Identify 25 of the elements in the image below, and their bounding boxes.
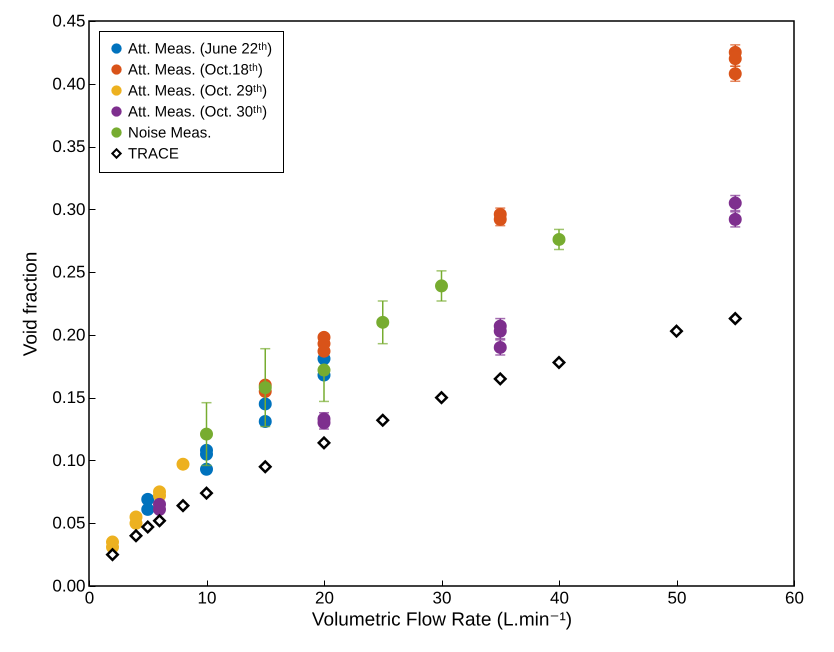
x-tick-label: 10: [198, 588, 216, 608]
y-tick-label: 0.35: [52, 137, 86, 156]
x-tick-label: 0: [84, 588, 94, 608]
legend-label: Noise Meas.: [128, 124, 212, 142]
y-tick-label: 0.40: [52, 74, 86, 94]
legend-label: Att. Meas. (June 22ᵗʰ): [128, 40, 272, 58]
y-tick-label: 0.00: [52, 576, 86, 596]
y-tick-label: 0.45: [52, 12, 86, 30]
x-tick-label: 30: [432, 588, 452, 608]
legend-label: TRACE: [128, 146, 179, 162]
x-tick-label: 50: [668, 588, 686, 608]
x-tick-label: 40: [550, 588, 569, 608]
y-axis-title: Void fraction: [20, 252, 42, 356]
x-tick-label: 60: [785, 588, 804, 608]
y-tick-label: 0.25: [52, 262, 86, 282]
y-tick-label: 0.15: [52, 388, 86, 408]
y-tick-label: 0.30: [52, 200, 86, 219]
legend-label: Att. Meas. (Oct.18ᵗʰ): [128, 62, 263, 78]
legend-label: Att. Meas. (Oct. 30ᵗʰ): [128, 104, 268, 120]
x-axis-title: Volumetric Flow Rate (L.min⁻¹): [312, 610, 572, 630]
y-tick-label: 0.20: [52, 325, 86, 344]
y-tick-label: 0.05: [52, 514, 86, 533]
x-tick-label: 20: [315, 588, 334, 608]
legend-label: Att. Meas. (Oct. 29ᵗʰ): [128, 82, 268, 100]
y-tick-label: 0.10: [52, 450, 86, 470]
